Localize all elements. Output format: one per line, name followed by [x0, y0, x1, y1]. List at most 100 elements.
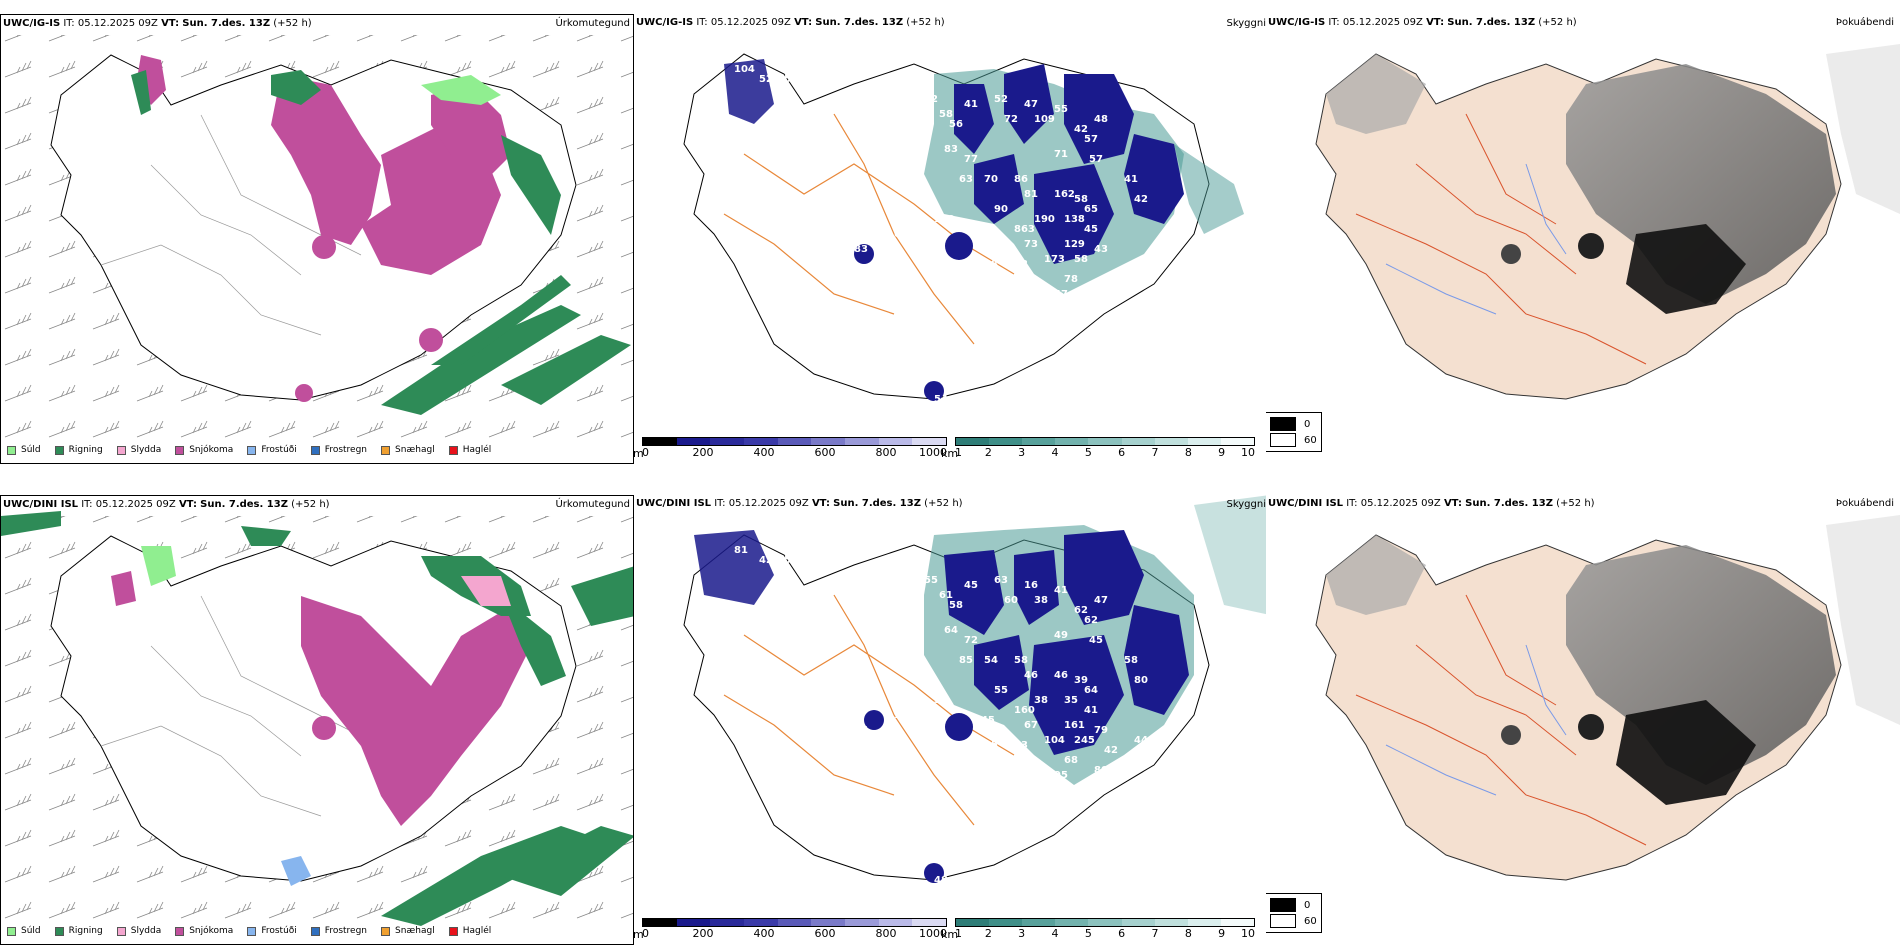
ceiling-value-label: 863: [1014, 224, 1035, 235]
legend-swatch: [116, 445, 126, 455]
ceiling-value-label: 40: [884, 755, 898, 766]
colorbar-tick-label: 1: [955, 446, 962, 459]
colorbar-tick-label: 2: [984, 446, 992, 459]
colorbar-tick-label: 1000: [919, 446, 947, 459]
ceiling-value-label: 41: [964, 99, 978, 110]
visibility-colorbar-top: 1 2 3 4 5 6 7 8 9 10 km: [941, 437, 1255, 460]
ceiling-value-label: 46: [1024, 670, 1038, 681]
ceiling-value-label: 54: [784, 555, 798, 566]
ceiling-value-label: 58: [1014, 655, 1028, 666]
ceiling-value-label: 129: [1064, 239, 1085, 250]
legend-item-frostudi: Frostúði: [247, 445, 297, 455]
ceiling-value-label: 14: [1014, 309, 1028, 320]
colorbar-tick-label: 5: [1084, 927, 1092, 940]
ceiling-value-label: 58: [1074, 254, 1088, 265]
colorbar-tick-label: 200: [692, 446, 714, 459]
colorbar-tick-label: 8: [1184, 446, 1192, 459]
legend-item-frostudi: Frostúði: [247, 926, 297, 936]
ceiling-value-label: 94: [1074, 785, 1088, 796]
ceiling-numbers-bottom: 81 42 54 55 61 58 45 63 60 16 38 41 62 62 47 45 49 64 72 85…: [634, 495, 1270, 945]
ceiling-value-label: 83: [944, 144, 958, 155]
visibility-unit-bottom: km: [941, 928, 959, 941]
ceiling-value-label: 62: [1084, 615, 1098, 626]
ceiling-value-label: 58: [1074, 194, 1088, 205]
ceiling-value-label: 56: [949, 119, 963, 130]
colorbar-tick-label: 400: [753, 927, 775, 940]
ceiling-value-label: 80: [1134, 675, 1148, 686]
height-ticks-bottom: 0 200 400 600 800 1000: [642, 927, 947, 940]
colorbar-tick-label: 5: [1084, 446, 1092, 459]
ceiling-value-label: 83: [854, 244, 868, 255]
colorbar-tick-label: 200: [692, 927, 714, 940]
fog-legend-item-0: 0: [1270, 417, 1317, 431]
height-ticks-top: 0 200 400 600 800 1000: [642, 446, 947, 459]
ceiling-value-label: 44: [1134, 735, 1148, 746]
precip-title-top: UWC/IG-IS IT: 05.12.2025 09Z VT: Sun. 7.…: [3, 18, 312, 29]
ceiling-value-label: 52: [784, 74, 798, 85]
fog-title-bottom: UWC/DINI ISL IT: 05.12.2025 09Z VT: Sun.…: [1268, 498, 1595, 509]
ceiling-value-label: 64: [1084, 685, 1098, 696]
ceiling-value-label: 98: [984, 259, 998, 270]
ceiling-value-label: 145: [974, 715, 995, 726]
ceiling-value-label: 58: [1014, 790, 1028, 801]
visibility-colorbar-bottom: 1 2 3 4 5 6 7 8 9 10 km: [941, 918, 1255, 941]
legend-item-sudl: Súld: [7, 926, 41, 936]
fog-map-top: [1315, 44, 1900, 400]
ceiling-value-label: 80: [1094, 765, 1108, 776]
ceiling-value-label: 81: [734, 545, 748, 556]
legend-swatch: [310, 445, 320, 455]
ceiling-value-label: 10: [1074, 304, 1088, 315]
ceiling-title-bottom: UWC/DINI ISL IT: 05.12.2025 09Z VT: Sun.…: [636, 498, 963, 509]
ceiling-value-label: 104: [1044, 735, 1065, 746]
ceiling-value-label: 90: [994, 204, 1008, 215]
colorbar-tick-label: 10: [1241, 927, 1255, 940]
ceiling-value-label: 173: [1044, 254, 1065, 265]
colorbar-tick-label: 2: [984, 927, 992, 940]
legend-item-hagel: Haglél: [448, 445, 491, 455]
ceiling-value-label: 85: [984, 740, 998, 751]
legend-item-rigning: Rigning: [54, 445, 103, 455]
fog-index-heading-bottom: Þokuábendi: [1835, 498, 1894, 509]
ceiling-value-label: 38: [934, 695, 948, 706]
colorbar-tick-label: 3: [1018, 446, 1026, 459]
precip-legend-top: Súld Rigning Slydda Snjókoma Frostúði Fr…: [7, 445, 505, 455]
ceiling-value-label: 162: [1054, 189, 1075, 200]
fog-legend-swatch: [1270, 417, 1296, 431]
ceiling-value-label: 45: [1089, 635, 1103, 646]
ceiling-value-label: 123: [974, 234, 995, 245]
ceiling-value-label: 42: [1074, 124, 1088, 135]
colorbar-tick-label: 9: [1218, 927, 1226, 940]
ceiling-value-label: 138: [1064, 214, 1085, 225]
visibility-ticks-top: 1 2 3 4 5 6 7 8 9 10: [955, 446, 1255, 459]
legend-item-snjokoma: Snjókoma: [175, 445, 233, 455]
legend-swatch: [175, 445, 185, 455]
legend-swatch: [175, 926, 185, 936]
ceiling-value-label: 16: [1024, 580, 1038, 591]
legend-item-snaehagl: Snæhagl: [381, 926, 435, 936]
ceiling-value-label: 55: [1054, 104, 1068, 115]
ceiling-value-label: 57: [1084, 134, 1098, 145]
ceiling-value-label: 42: [1134, 194, 1148, 205]
ceiling-value-label: 95: [1054, 770, 1068, 781]
fog-panel-top: UWC/IG-IS IT: 05.12.2025 09Z VT: Sun. 7.…: [1266, 14, 1900, 464]
visibility-ticks-bottom: 1 2 3 4 5 6 7 8 9 10: [955, 927, 1255, 940]
ceiling-value-label: 68: [1064, 755, 1078, 766]
legend-swatch: [247, 445, 257, 455]
ceiling-value-label: 52: [994, 94, 1008, 105]
ceiling-value-label: 45: [964, 580, 978, 591]
legend-item-slydda: Slydda: [116, 926, 161, 936]
colorbar-tick-label: 7: [1151, 927, 1159, 940]
height-unit-top: m: [634, 447, 644, 460]
fog-legend-swatch: [1270, 898, 1296, 912]
ceiling-value-label: 127: [894, 710, 915, 721]
colorbar-tick-label: 7: [1151, 446, 1159, 459]
ceiling-value-label: 58: [949, 600, 963, 611]
legend-swatch: [381, 926, 391, 936]
legend-item-hagel: Haglél: [448, 926, 491, 936]
precip-map-top: [1, 35, 633, 445]
ceiling-value-label: 78: [1064, 274, 1078, 285]
colorbar-tick-label: 6: [1118, 927, 1126, 940]
precip-type-heading-top: Úrkomutegund: [555, 18, 630, 29]
ceiling-value-label: 45: [754, 615, 768, 626]
ceiling-value-label: 60: [1004, 595, 1018, 606]
